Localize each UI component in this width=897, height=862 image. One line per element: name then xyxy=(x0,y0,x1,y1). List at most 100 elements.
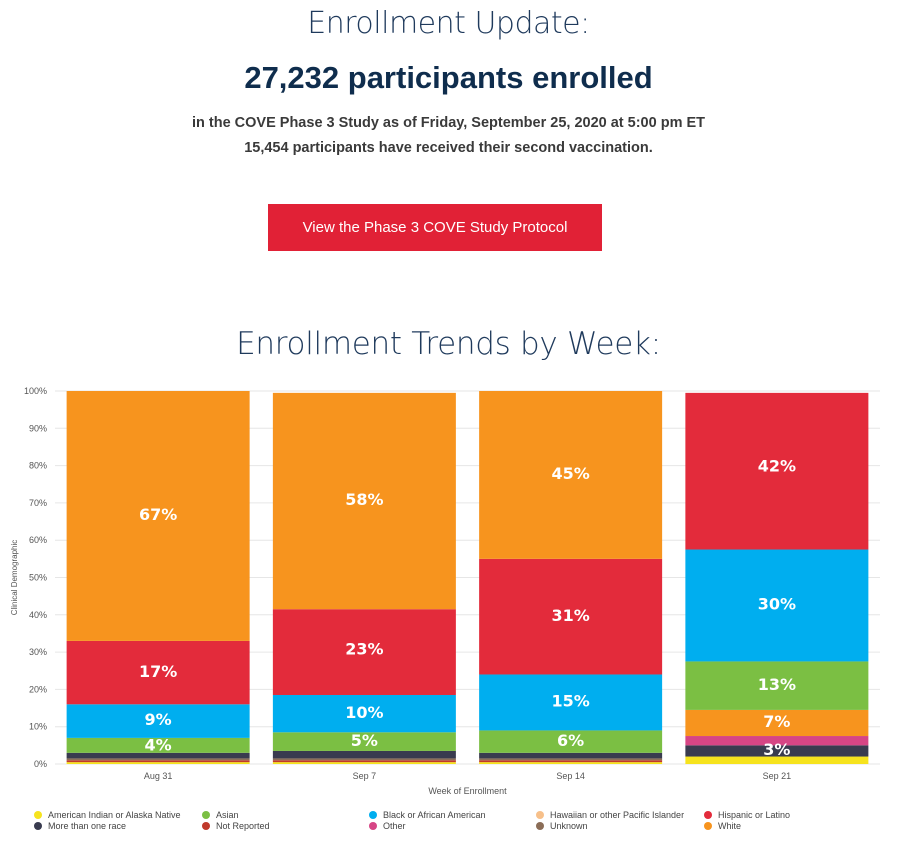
legend-item[interactable]: More than one race xyxy=(34,821,126,831)
bar-segment xyxy=(272,392,456,610)
data-label: 30% xyxy=(758,595,796,614)
legend-label: Asian xyxy=(216,810,239,820)
enrollment-chart: 0% 10% 20% 30% 40% 50% 60% 70% 80% 90% 100% Aug 31 4… xyxy=(10,386,880,796)
bar-segment xyxy=(272,760,456,763)
x-tick-label: Sep 21 xyxy=(763,771,792,781)
legend-label: Other xyxy=(383,821,406,831)
x-tick-label: Aug 31 xyxy=(144,771,173,781)
legend-swatch-icon xyxy=(34,822,42,830)
page-title: Enrollment Update: xyxy=(307,6,590,41)
bar-segment xyxy=(479,391,663,559)
y-tick-label: 30% xyxy=(29,647,47,657)
legend-label: More than one race xyxy=(48,821,127,831)
bar-segment xyxy=(66,758,250,761)
bar-segment xyxy=(685,709,869,737)
bar-segment xyxy=(685,549,869,662)
second-vaccination-line: 15,454 participants have received their … xyxy=(244,140,653,156)
bar-segment xyxy=(272,609,456,695)
y-tick-label: 90% xyxy=(29,423,47,433)
bar-segment xyxy=(272,758,456,761)
data-label: 13% xyxy=(758,675,796,694)
legend-item[interactable]: Other xyxy=(369,821,406,831)
bar-segment xyxy=(272,732,456,751)
bar-segment xyxy=(66,737,250,753)
legend-item[interactable]: Unknown xyxy=(536,821,588,831)
legend-label: Hispanic or Latino xyxy=(718,810,791,820)
bar-segment xyxy=(479,758,663,761)
data-label: 31% xyxy=(551,606,589,625)
y-tick-label: 70% xyxy=(29,498,47,508)
bar-segment xyxy=(685,736,869,746)
legend-swatch-icon xyxy=(536,811,544,819)
bar-segment xyxy=(479,558,663,675)
chart-legend: American Indian or Alaska Native Asian Bla… xyxy=(34,810,894,850)
legend-swatch-icon xyxy=(704,822,712,830)
data-label: 10% xyxy=(345,703,383,722)
legend-swatch-icon xyxy=(202,811,210,819)
y-tick-label: 50% xyxy=(29,573,47,583)
legend-swatch-icon xyxy=(369,811,377,819)
data-label: 67% xyxy=(139,505,177,524)
bar-segment xyxy=(685,756,869,764)
view-protocol-button[interactable]: View the Phase 3 COVE Study Protocol xyxy=(268,204,602,251)
legend-item[interactable]: Hispanic or Latino xyxy=(704,810,790,820)
bar-segment xyxy=(685,745,869,757)
data-label: 5% xyxy=(351,731,378,750)
data-label: 9% xyxy=(145,710,172,729)
legend-item[interactable]: Asian xyxy=(202,810,239,820)
y-tick-label: 20% xyxy=(29,684,47,694)
legend-label: Black or African American xyxy=(383,810,486,820)
bar-segment xyxy=(66,640,250,705)
legend-label: American Indian or Alaska Native xyxy=(48,810,181,820)
bar-segment xyxy=(479,730,663,753)
x-tick-label: Sep 7 xyxy=(353,771,377,781)
data-label: 6% xyxy=(557,731,584,750)
bar-segment xyxy=(66,391,250,641)
data-label: 4% xyxy=(145,736,172,755)
bar-segment xyxy=(479,674,663,731)
bar-segment xyxy=(479,762,663,764)
y-tick-label: 40% xyxy=(29,610,47,620)
legend-swatch-icon xyxy=(704,811,712,819)
y-tick-label: 60% xyxy=(29,535,47,545)
y-tick-label: 100% xyxy=(24,386,47,396)
bar-segment xyxy=(479,752,663,759)
data-label: 15% xyxy=(551,692,589,711)
bar-segment xyxy=(479,760,663,763)
bar-segment xyxy=(685,392,869,550)
legend-item[interactable]: White xyxy=(704,821,741,831)
legend-item[interactable]: Hawaiian or other Pacific Islander xyxy=(536,810,684,820)
chart-title: Enrollment Trends by Week: xyxy=(236,326,661,362)
x-axis-title: Week of Enrollment xyxy=(428,786,507,796)
bar-segment xyxy=(66,762,250,764)
legend-swatch-icon xyxy=(536,822,544,830)
y-tick-label: 0% xyxy=(34,759,47,769)
bar-segment xyxy=(66,704,250,738)
bar-segment xyxy=(66,760,250,763)
bar-segment xyxy=(66,752,250,759)
y-axis-title: Clinical Demographic xyxy=(10,540,19,616)
data-label: 45% xyxy=(551,464,589,483)
legend-label: White xyxy=(718,821,742,831)
x-tick-label: Sep 14 xyxy=(556,771,585,781)
data-label: 42% xyxy=(758,457,796,476)
bar-segment xyxy=(272,750,456,759)
legend-label: Hawaiian or other Pacific Islander xyxy=(550,810,685,820)
data-label: 3% xyxy=(763,740,790,759)
legend-item[interactable]: American Indian or Alaska Native xyxy=(34,810,181,820)
legend-swatch-icon xyxy=(34,811,42,819)
data-label: 7% xyxy=(763,712,790,731)
study-status-line: in the COVE Phase 3 Study as of Friday, … xyxy=(191,115,706,131)
y-tick-label: 80% xyxy=(29,461,47,471)
legend-swatch-icon xyxy=(202,822,210,830)
legend-label: Not Reported xyxy=(216,821,270,831)
data-label: 23% xyxy=(345,639,383,658)
bar-segment xyxy=(685,661,869,710)
bar-segment xyxy=(272,762,456,764)
legend-label: Unknown xyxy=(550,821,588,831)
legend-item[interactable]: Black or African American xyxy=(369,810,486,820)
y-tick-label: 10% xyxy=(29,722,47,732)
legend-item[interactable]: Not Reported xyxy=(202,821,270,831)
legend-swatch-icon xyxy=(369,822,377,830)
enrollment-headline: 27,232 participants enrolled xyxy=(244,60,653,95)
